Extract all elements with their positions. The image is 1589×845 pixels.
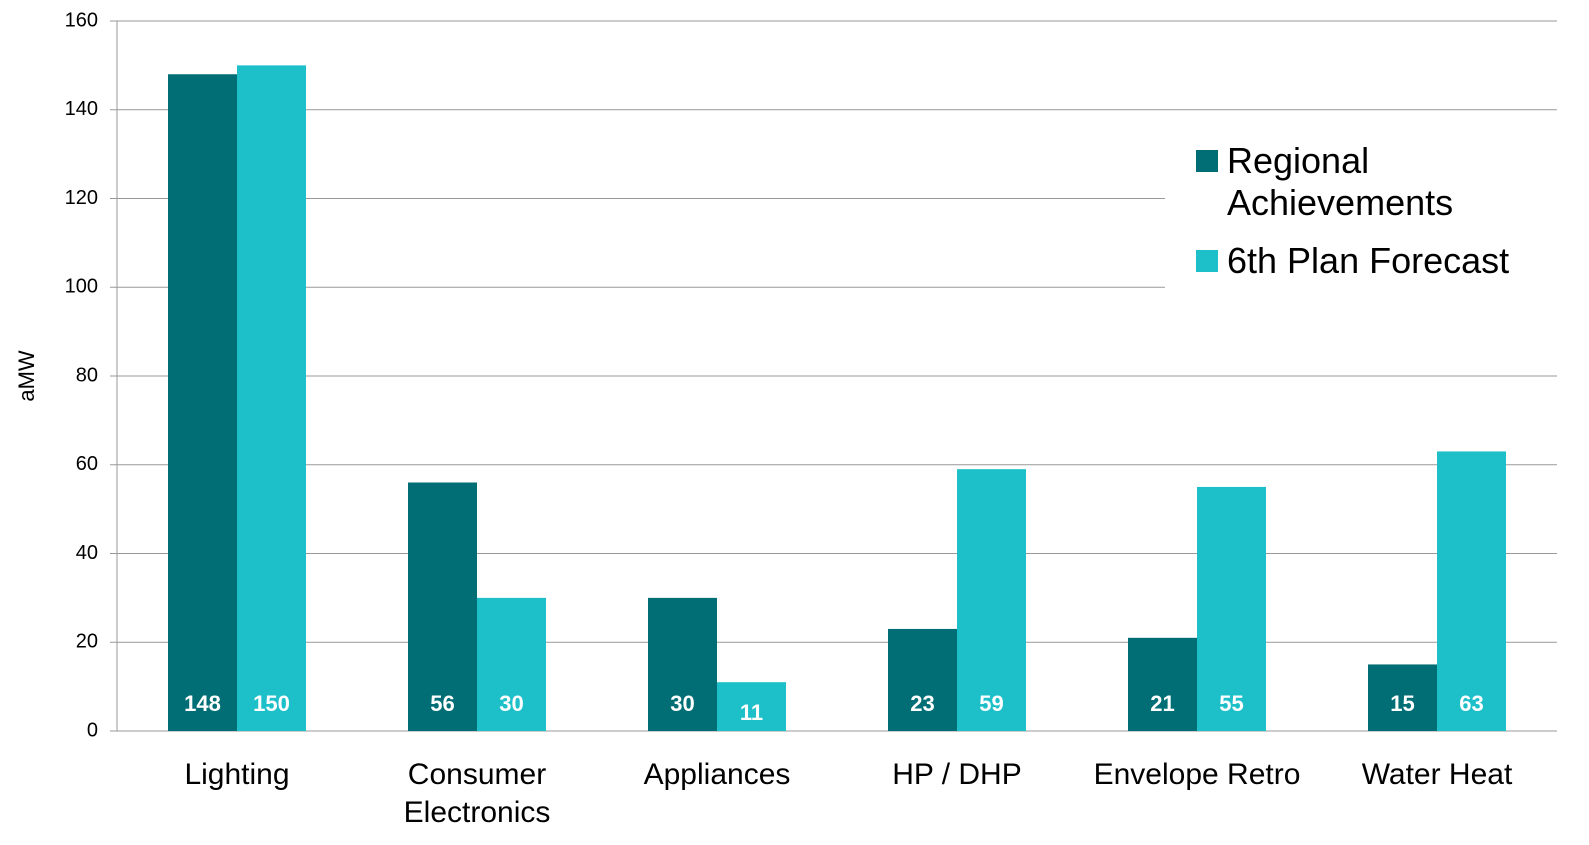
data-label: 30 [499, 691, 523, 716]
y-tick-label: 0 [87, 719, 98, 741]
legend-swatch [1196, 250, 1218, 272]
legend-swatch [1196, 150, 1218, 172]
data-label: 55 [1219, 691, 1243, 716]
bar [168, 74, 237, 731]
data-label: 150 [253, 691, 290, 716]
data-label: 21 [1150, 691, 1174, 716]
data-label: 59 [979, 691, 1003, 716]
x-tick-label: HP / DHP [892, 758, 1022, 791]
legend-entry: Regional Achievements [1165, 140, 1567, 224]
bar [888, 628, 957, 731]
y-tick-label: 120 [65, 187, 98, 209]
data-label: 30 [670, 691, 694, 716]
data-label: 63 [1459, 691, 1483, 716]
bar [957, 469, 1026, 731]
bar [408, 482, 477, 731]
bar [237, 65, 306, 731]
legend: Regional Achievements 6th Plan Forecast [1165, 140, 1585, 304]
legend-label: 6th Plan Forecast [1227, 240, 1510, 281]
y-tick-label: 160 [65, 9, 98, 31]
y-tick-label: 40 [76, 542, 98, 564]
x-tick-label: Lighting [184, 758, 290, 791]
data-label: 11 [740, 700, 763, 725]
bar [1437, 451, 1506, 731]
y-tick-label: 20 [76, 631, 98, 653]
y-tick-label: 80 [76, 364, 98, 386]
bar [1128, 637, 1197, 731]
bar [1368, 664, 1437, 731]
x-tick-label: Appliances [643, 758, 791, 791]
bar [648, 597, 717, 731]
y-tick-label: 100 [65, 276, 98, 298]
bar [477, 597, 546, 731]
y-tick-label: 60 [76, 453, 98, 475]
y-tick-label: 140 [65, 98, 98, 120]
data-label: 15 [1390, 691, 1414, 716]
x-tick-label: Envelope Retro [1093, 758, 1301, 791]
x-tick-label: Consumer Electronics [403, 758, 551, 829]
x-tick-label: Water Heat [1361, 758, 1513, 791]
legend-label: Regional Achievements [1227, 140, 1454, 223]
data-label: 23 [910, 691, 934, 716]
legend-entry: 6th Plan Forecast [1165, 240, 1567, 282]
data-label: 56 [430, 691, 454, 716]
bar [1197, 486, 1266, 731]
y-axis-label: aMW [14, 350, 39, 402]
bar [717, 682, 786, 731]
data-label: 148 [184, 691, 221, 716]
